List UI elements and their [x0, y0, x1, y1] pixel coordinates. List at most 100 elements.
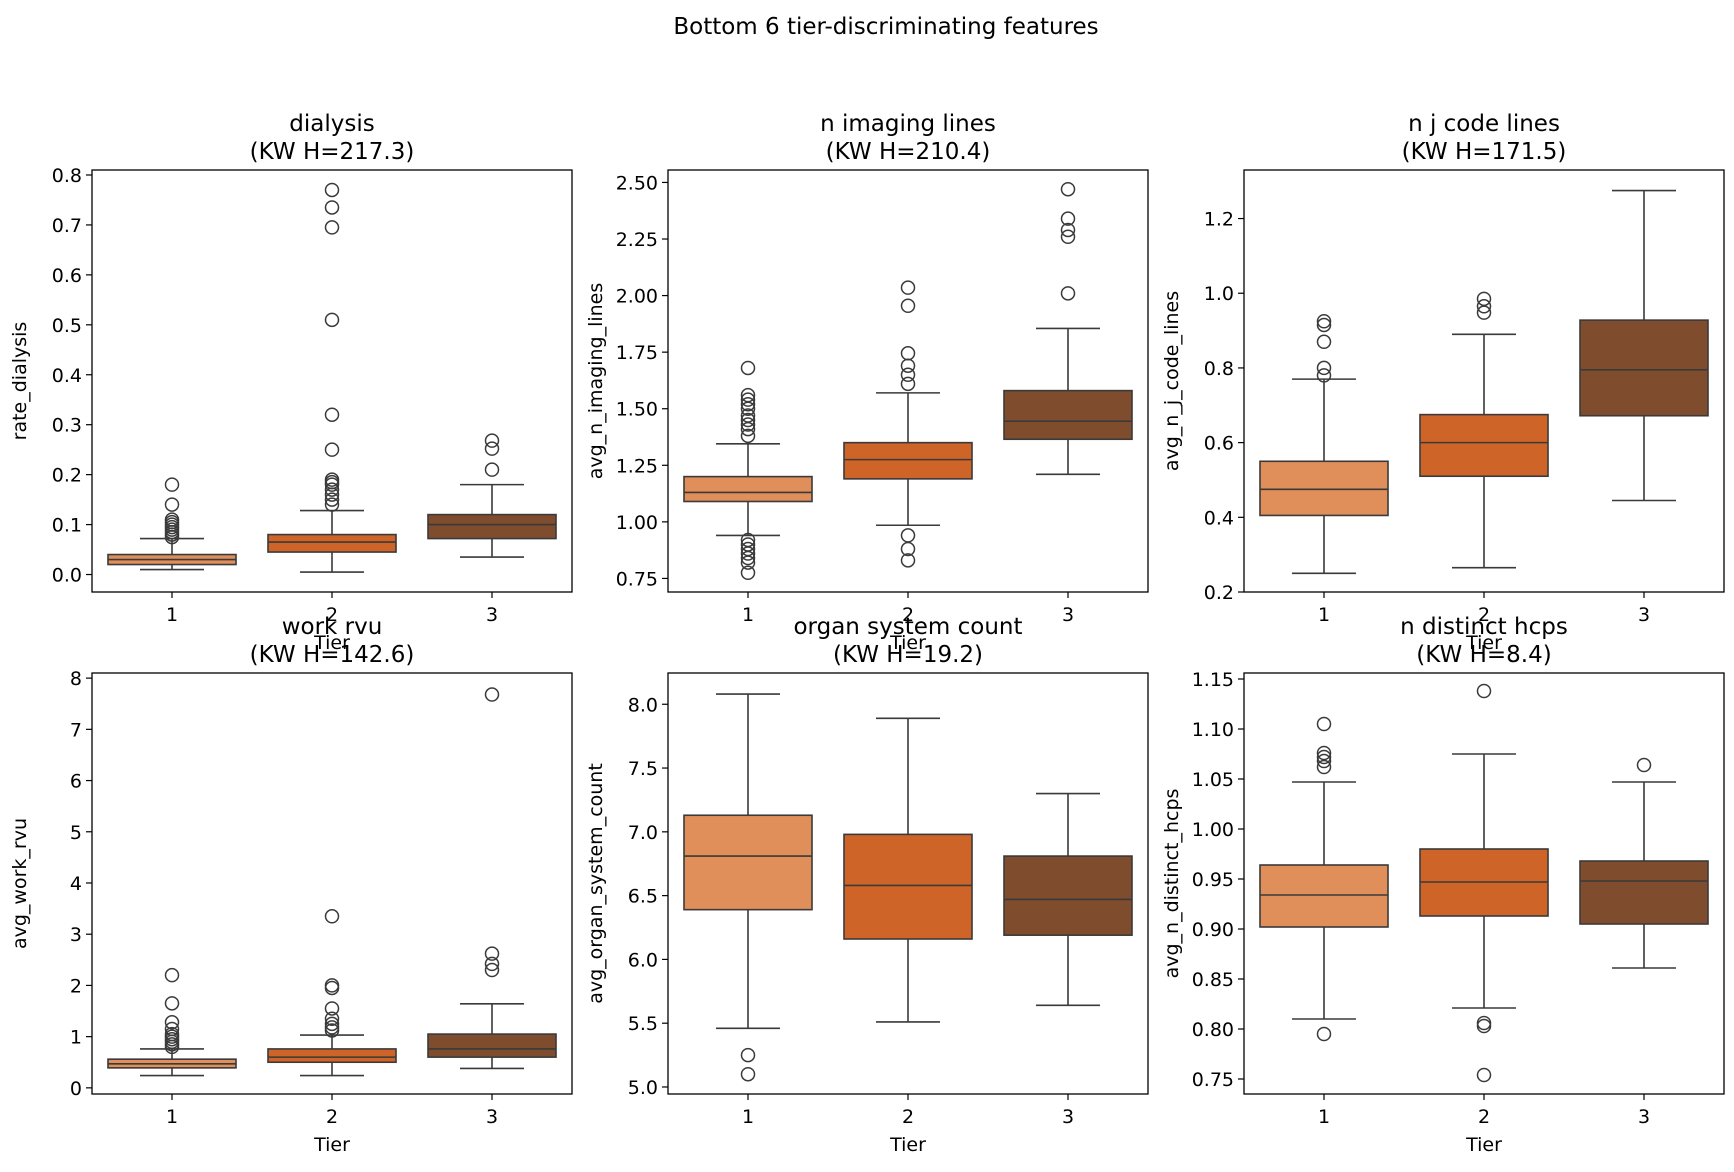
- y-tick-label: 0.75: [616, 568, 658, 590]
- axes-frame: [1243, 672, 1725, 1095]
- x-tick-label: 1: [1318, 1106, 1330, 1128]
- axes-frame: [91, 672, 573, 1095]
- outlier-point: [324, 442, 340, 457]
- x-axis-label: Tier: [889, 1134, 926, 1156]
- x-tick-label: 1: [1318, 604, 1330, 626]
- y-tick-label: 0.4: [1204, 507, 1234, 529]
- y-tick-label: 1.75: [616, 342, 658, 364]
- y-tick-label: 1.10: [1192, 719, 1234, 741]
- outlier-point: [324, 492, 340, 507]
- x-axis-label: Tier: [889, 632, 926, 654]
- y-tick-label: 8.0: [628, 694, 658, 716]
- outlier-point: [1476, 1067, 1492, 1083]
- outlier-point: [900, 376, 916, 392]
- box-tier-3: [1003, 181, 1133, 476]
- x-tick-label: 1: [742, 1106, 754, 1128]
- subplot-subtitle: (KW H=217.3): [250, 139, 415, 165]
- box-iqr: [1003, 855, 1133, 936]
- box-iqr: [1419, 413, 1549, 478]
- outlier-point: [1316, 368, 1332, 383]
- box-tier-3: [427, 687, 557, 1070]
- outlier-point: [484, 946, 500, 961]
- outlier-point: [484, 441, 500, 456]
- y-tick-label: 1.05: [1192, 769, 1234, 791]
- outlier-point: [164, 996, 180, 1011]
- y-tick-label: 5.5: [628, 1013, 658, 1035]
- outlier-point: [900, 367, 916, 383]
- outlier-point: [1316, 745, 1332, 761]
- y-tick-label: 0: [70, 1078, 82, 1100]
- y-tick-label: 0.6: [1204, 433, 1234, 455]
- outlier-point: [484, 687, 500, 702]
- x-tick-label: 2: [902, 604, 914, 626]
- box-tier-1: [107, 477, 237, 571]
- subplot-title: dialysis: [289, 111, 374, 137]
- x-tick-label: 3: [1638, 1106, 1650, 1128]
- y-tick-label: 7.0: [628, 822, 658, 844]
- outlier-point: [164, 477, 180, 492]
- outlier-point: [1316, 1026, 1332, 1042]
- x-tick-label: 1: [166, 604, 178, 626]
- box-tier-2: [843, 280, 973, 568]
- y-tick-label: 5: [70, 822, 82, 844]
- outlier-point: [324, 1016, 340, 1032]
- y-tick-label: 1.00: [1192, 819, 1234, 841]
- subplot-4: work rvu(KW H=142.6) 0 1 2 3 4 5 6 7 8 1 2 3 Tier avg_…: [9, 614, 573, 1156]
- y-tick-label: 2.00: [616, 286, 658, 308]
- box-iqr: [427, 1033, 557, 1058]
- subplot-6: n distinct hcps(KW H=8.4) 0.75 0.80 0.85 0.9…: [1161, 614, 1725, 1156]
- outlier-point: [740, 1047, 756, 1063]
- box-iqr: [843, 441, 973, 480]
- subplot-title: n imaging lines: [820, 111, 996, 137]
- axes-frame: [667, 169, 1149, 593]
- box-tier-2: [1419, 683, 1549, 1083]
- outlier-point: [1476, 291, 1492, 307]
- outlier-point: [1316, 749, 1332, 765]
- outlier-point: [484, 956, 500, 972]
- outlier-point: [740, 555, 756, 570]
- outlier-point: [900, 346, 916, 361]
- outlier-point: [1316, 360, 1332, 376]
- axes-frame: [91, 169, 573, 593]
- box-iqr: [427, 513, 557, 540]
- box-tier-1: [683, 360, 813, 581]
- x-tick-label: 1: [742, 604, 754, 626]
- y-tick-label: 1.2: [1204, 209, 1234, 231]
- y-tick-label: 0.85: [1192, 969, 1234, 991]
- outlier-point: [324, 482, 340, 497]
- y-tick-label: 3: [70, 924, 82, 946]
- y-tick-label: 0.90: [1192, 919, 1234, 941]
- y-tick-label: 6.0: [628, 949, 658, 971]
- y-tick-label: 1: [70, 1027, 82, 1049]
- outlier-point: [1060, 286, 1076, 301]
- outlier-point: [164, 497, 180, 512]
- y-tick-label: 0.6: [52, 265, 82, 287]
- outlier-point: [324, 312, 340, 328]
- box-iqr: [1259, 864, 1389, 928]
- y-tick-label: 0.8: [1204, 358, 1234, 380]
- y-tick-label: 1.15: [1192, 669, 1234, 691]
- outlier-point: [1060, 229, 1076, 245]
- y-tick-label: 1.25: [616, 455, 658, 477]
- box-iqr: [267, 533, 397, 553]
- y-tick-label: 0.3: [52, 415, 82, 437]
- y-tick-label: 0.2: [52, 465, 82, 487]
- y-tick-label: 0.1: [52, 515, 82, 537]
- outlier-point: [740, 1066, 756, 1082]
- subplot-title: n distinct hcps: [1400, 614, 1568, 640]
- outlier-point: [324, 182, 340, 198]
- y-tick-label: 7: [70, 719, 82, 741]
- y-tick-label: 2: [70, 975, 82, 997]
- y-tick-label: 7.5: [628, 758, 658, 780]
- y-tick-label: 0.4: [52, 365, 82, 387]
- x-axis-label: Tier: [313, 1134, 350, 1156]
- subplot-subtitle: (KW H=8.4): [1416, 642, 1551, 668]
- y-axis-label: avg_n_j_code_lines: [1161, 291, 1183, 471]
- y-tick-label: 8: [70, 668, 82, 690]
- outlier-point: [900, 553, 916, 568]
- outlier-point: [1316, 716, 1332, 732]
- y-tick-label: 1.0: [1204, 283, 1234, 305]
- subplot-3: n j code lines(KW H=171.5) 0.2 0.4 0.6 0.8 1.…: [1161, 111, 1725, 654]
- outlier-point: [324, 472, 340, 487]
- y-tick-label: 0.5: [52, 315, 82, 337]
